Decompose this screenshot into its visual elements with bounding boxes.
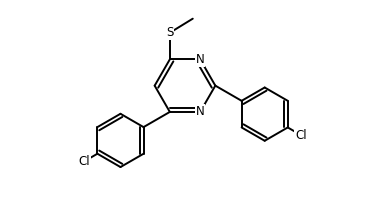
Text: Cl: Cl — [295, 129, 307, 142]
Text: Cl: Cl — [78, 155, 90, 168]
Text: N: N — [196, 105, 205, 119]
Text: S: S — [166, 26, 174, 39]
Text: N: N — [196, 53, 205, 66]
